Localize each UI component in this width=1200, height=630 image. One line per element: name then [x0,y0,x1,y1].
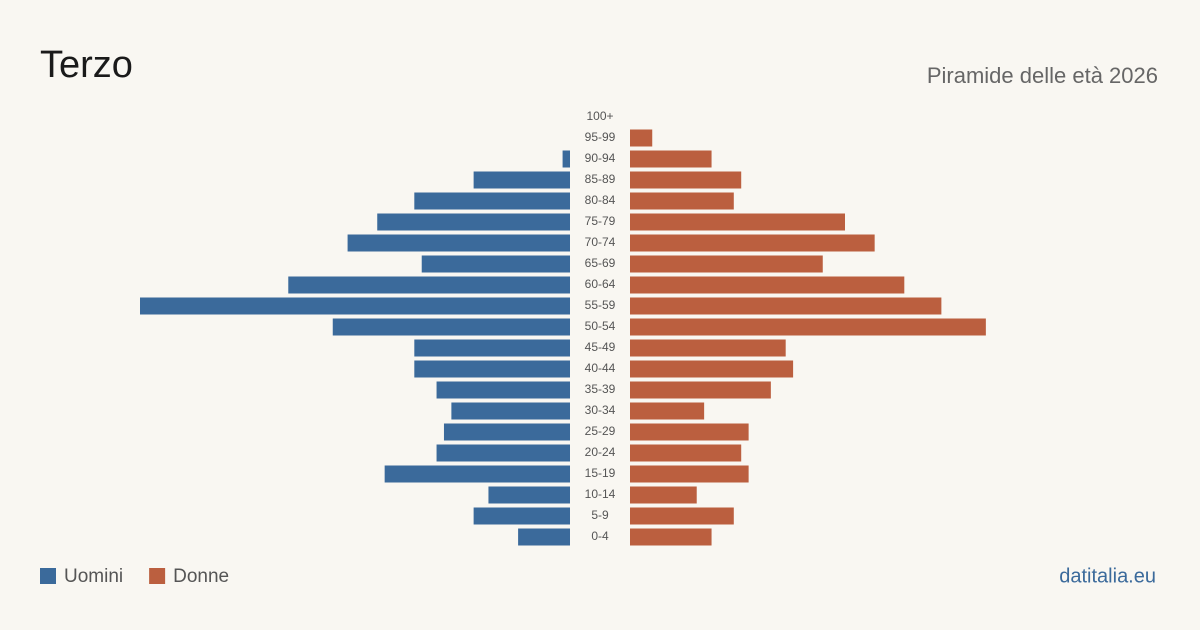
age-label: 50-54 [585,319,616,333]
age-label: 75-79 [585,214,616,228]
bar [630,234,875,252]
legend-swatch [40,568,56,584]
bar [488,486,570,504]
bar [630,360,794,378]
bar [630,213,845,231]
bar [630,444,742,462]
bar [288,276,570,294]
age-label: 90-94 [585,151,616,165]
bar [630,465,749,483]
legend-label: Uomini [64,566,123,587]
bar [421,255,570,273]
bar [630,423,749,441]
bar [630,276,905,294]
bar [473,507,570,525]
bar [630,507,734,525]
bar [630,486,697,504]
bar [436,444,570,462]
bar [630,129,653,147]
bar [473,171,570,189]
bar [630,381,771,399]
age-label: 95-99 [585,130,616,144]
bar [630,402,705,420]
age-label: 85-89 [585,172,616,186]
age-label: 60-64 [585,277,616,291]
age-label: 30-34 [585,403,616,417]
bar [347,234,570,252]
age-label: 20-24 [585,445,616,459]
age-label: 40-44 [585,361,616,375]
bar [384,465,570,483]
age-label: 70-74 [585,235,616,249]
bar [414,360,570,378]
source[interactable]: datitalia.eu [1059,565,1156,587]
bar [630,192,734,210]
bar [443,423,570,441]
age-label: 15-19 [585,466,616,480]
bar [630,150,712,168]
bar [436,381,570,399]
bar [140,297,570,315]
age-label: 0-4 [591,529,609,543]
bar [414,339,570,357]
bar [630,297,942,315]
age-label: 25-29 [585,424,616,438]
age-label: 45-49 [585,340,616,354]
bar [630,318,986,336]
bar [630,255,823,273]
age-label: 55-59 [585,298,616,312]
bar [630,528,712,546]
bar [562,150,570,168]
age-label: 100+ [586,109,613,123]
age-label: 35-39 [585,382,616,396]
age-label: 80-84 [585,193,616,207]
bar [630,171,742,189]
age-label: 10-14 [585,487,616,501]
bar [377,213,570,231]
bar [414,192,570,210]
bar [630,339,786,357]
bar [451,402,570,420]
bar [518,528,570,546]
age-label: 65-69 [585,256,616,270]
chart-subtitle: Piramide delle età 2026 [927,63,1158,88]
legend-label: Donne [173,566,229,587]
age-label: 5-9 [591,508,609,522]
legend-swatch [149,568,166,584]
bar [332,318,570,336]
chart-title: Terzo [40,44,133,86]
